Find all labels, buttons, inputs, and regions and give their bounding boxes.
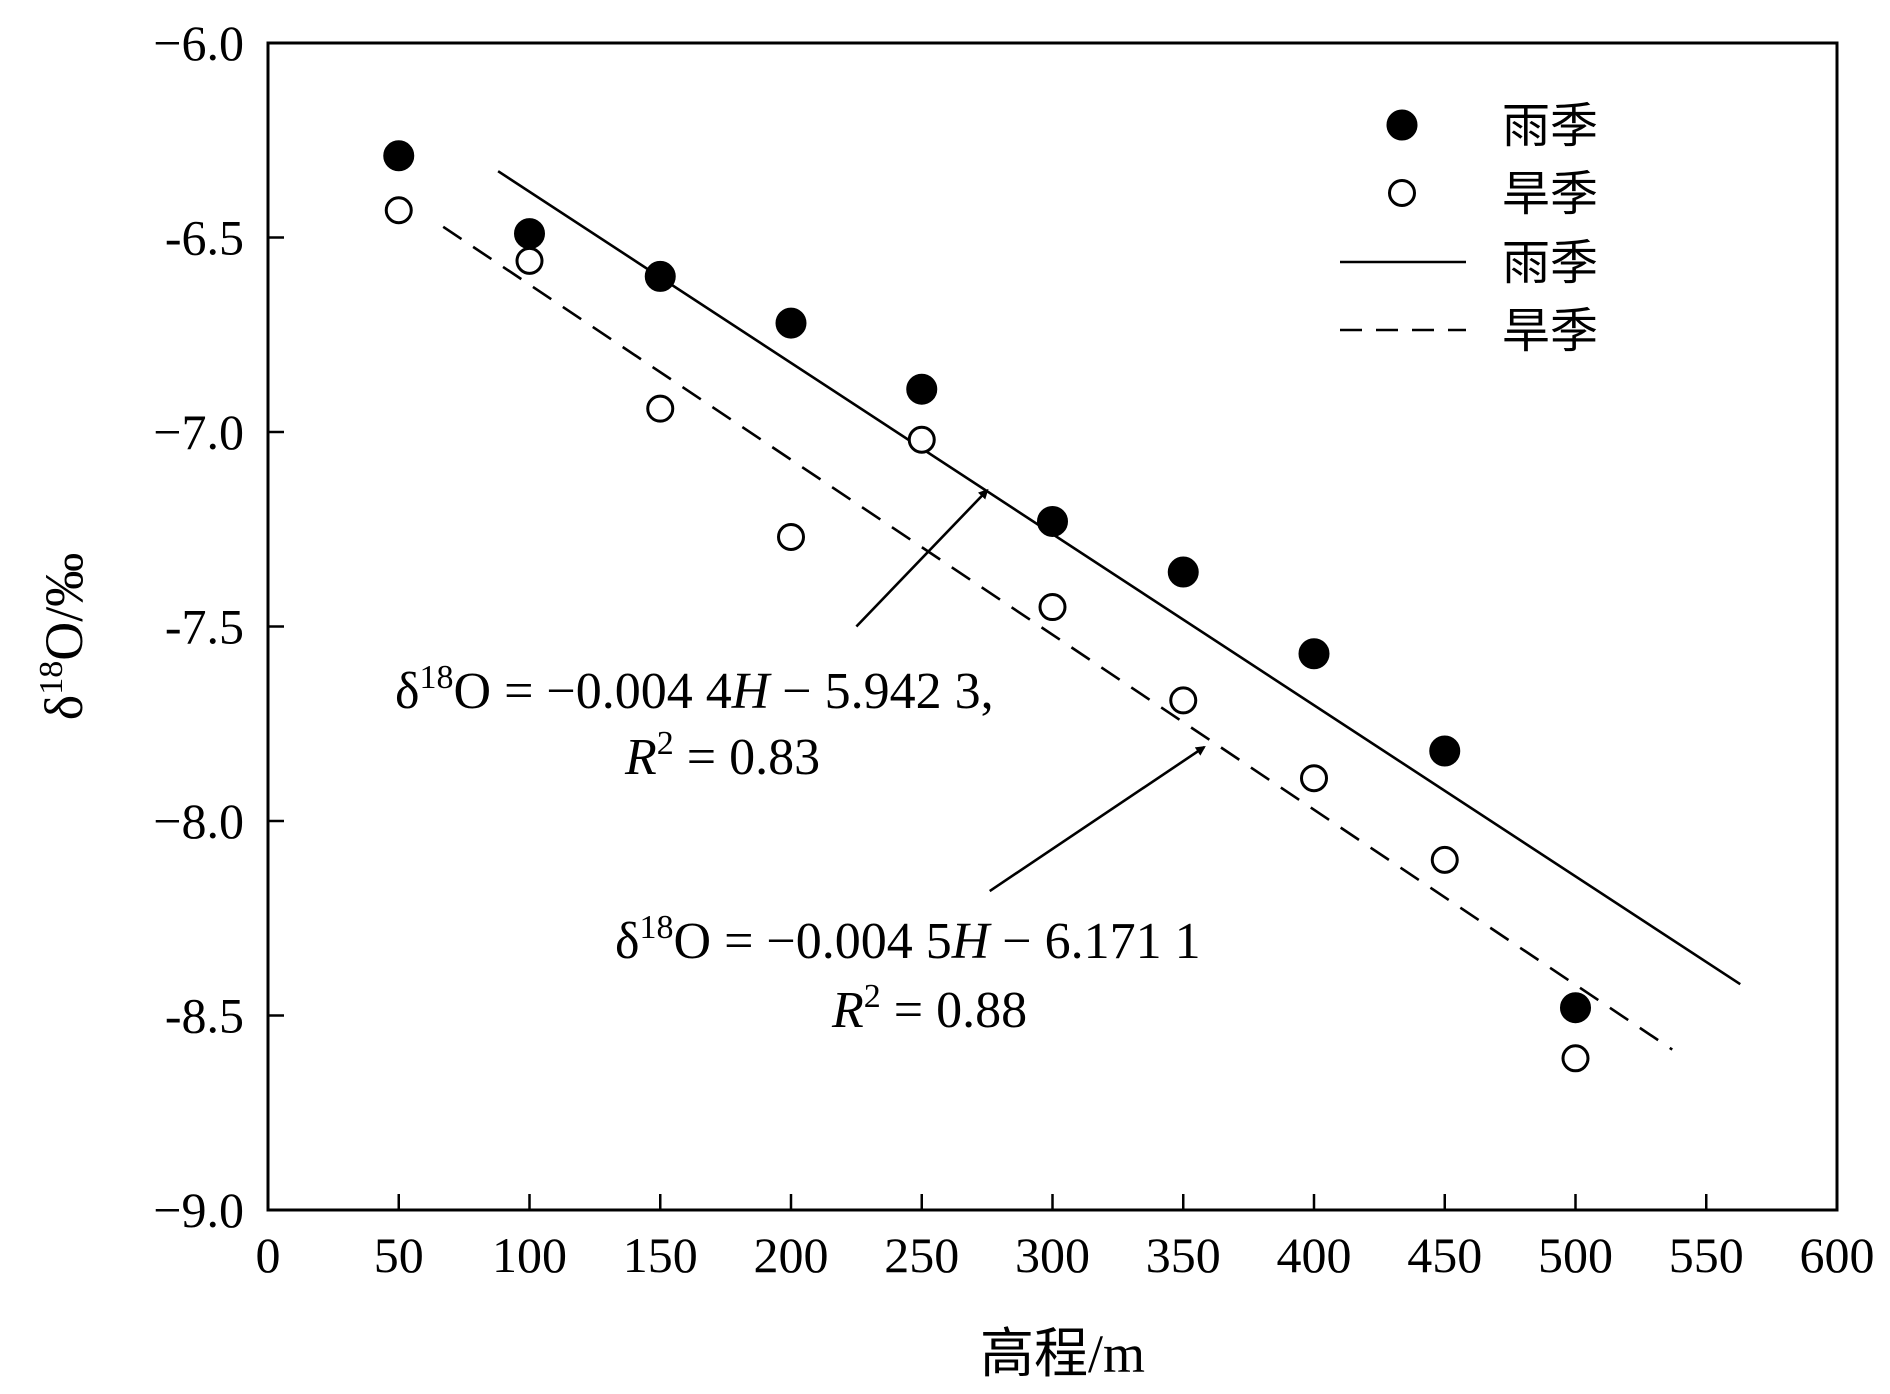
- point-wet: [644, 260, 676, 292]
- point-dry: [1169, 686, 1198, 715]
- x-tick-label: 150: [623, 1227, 698, 1283]
- annotations-layer: δ18O = −0.004 4H − 5.942 3,R2 = 0.83 δ18O…: [395, 488, 1206, 1039]
- y-axis-title: δ18O/‰: [33, 553, 94, 720]
- x-tick-label: 600: [1800, 1227, 1875, 1283]
- point-wet: [383, 140, 415, 172]
- x-tick-label: 400: [1277, 1227, 1352, 1283]
- legend-label: 旱季: [1502, 303, 1598, 359]
- legend-label: 雨季: [1502, 98, 1598, 154]
- legend-marker-wet: [1386, 109, 1418, 141]
- x-tick-label: 50: [374, 1227, 424, 1283]
- point-dry: [777, 523, 805, 552]
- x-tick-label: 300: [1015, 1227, 1090, 1283]
- point-wet: [1037, 505, 1068, 537]
- point-dry: [1430, 845, 1459, 874]
- point-wet: [1298, 638, 1330, 670]
- point-wet: [514, 218, 545, 250]
- annotation-arrow: [855, 488, 989, 628]
- x-tick-label: 200: [754, 1227, 829, 1283]
- fit-line-dry: [442, 225, 1673, 1051]
- plot-border: [266, 41, 1839, 1212]
- point-wet: [906, 373, 938, 405]
- fit-line-wet: [497, 170, 1741, 986]
- x-tick-label: 500: [1538, 1227, 1613, 1283]
- equation-line1: δ18O = −0.004 4H − 5.942 3,: [395, 659, 994, 720]
- equation-line1: δ18O = −0.004 5H − 6.171 1: [615, 909, 1201, 970]
- point-dry: [1300, 764, 1328, 793]
- x-tick-label: 250: [884, 1227, 959, 1283]
- x-tick-label: 550: [1669, 1227, 1744, 1283]
- point-dry: [384, 196, 413, 225]
- y-tick-label: -8.5: [165, 988, 244, 1044]
- point-dry: [646, 394, 675, 423]
- fit-lines-layer: [442, 170, 1741, 1051]
- equation-line2: R2 = 0.88: [831, 978, 1027, 1039]
- x-axis-title: 高程/m: [980, 1324, 1145, 1384]
- point-dry: [1038, 593, 1067, 622]
- point-wet: [1560, 992, 1591, 1024]
- x-tick-label: 450: [1407, 1227, 1482, 1283]
- plot-frame-layer: 0 50 100 150 200 250 300 350 400 450 500 550 600 −6.0…: [33, 15, 1875, 1384]
- x-tick-label: 350: [1146, 1227, 1221, 1283]
- legend-label: 旱季: [1502, 166, 1598, 222]
- x-tick-label: 100: [492, 1227, 567, 1283]
- x-tick-label: 0: [256, 1227, 281, 1283]
- point-dry: [515, 246, 544, 275]
- y-tick-label: −8.0: [153, 793, 244, 849]
- y-tick-label: -7.5: [165, 599, 244, 655]
- y-tick-label: -6.5: [165, 210, 244, 266]
- equation-line2: R2 = 0.83: [624, 725, 820, 786]
- points-layer: [383, 140, 1591, 1073]
- y-tick-label: −7.0: [153, 404, 244, 460]
- point-wet: [775, 307, 807, 339]
- point-dry: [907, 425, 936, 454]
- legend-marker-dry: [1388, 179, 1416, 207]
- point-wet: [1167, 556, 1199, 588]
- point-dry: [1561, 1044, 1590, 1073]
- y-tick-label: −9.0: [153, 1182, 244, 1238]
- legend-label: 雨季: [1502, 235, 1598, 291]
- y-tick-label: −6.0: [153, 15, 244, 71]
- point-wet: [1429, 735, 1461, 767]
- annotation-arrow: [989, 745, 1206, 893]
